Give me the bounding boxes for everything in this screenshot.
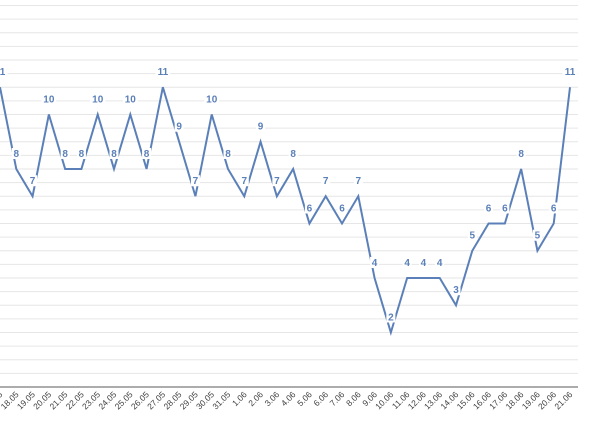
data-label-bg [304,202,314,214]
data-label-bg [122,93,138,105]
series-line [0,86,571,336]
x-tick-label: 7.06 [328,389,347,408]
data-label: 7 [323,176,329,187]
x-tick-label: 10.06 [373,389,395,411]
data-label: 10 [92,94,104,105]
data-label-bg [256,120,266,132]
data-label-bg [467,229,477,241]
data-label: 2 [388,312,394,323]
data-label: 7 [193,176,199,187]
x-tick-label: 4.06 [279,389,298,408]
data-label-bg [155,66,171,78]
data-label-bg [142,147,152,159]
data-label-bg [28,175,38,187]
data-label: 7 [356,176,362,187]
data-label-bg [353,175,363,187]
data-label-bg [370,256,380,268]
data-label-bg [386,311,396,323]
data-label: 8 [62,149,68,160]
x-tick-label: 8.06 [344,389,363,408]
data-label: 4 [404,258,410,269]
data-label-bg [402,256,412,268]
data-label-bg [549,202,559,214]
data-label-bg [60,147,70,159]
data-label-bg [321,175,331,187]
data-label-bg [41,93,57,105]
data-label-bg [204,93,220,105]
data-label-bg [288,147,298,159]
data-label: 7 [242,176,248,187]
data-label-bg [190,175,200,187]
data-label-bg [516,147,526,159]
data-label: 9 [258,122,264,133]
data-label-bg [435,256,445,268]
data-label: 11 [565,67,576,78]
data-label: 10 [43,94,55,105]
data-label: 3 [453,285,459,296]
data-label-bg [562,66,578,78]
x-tick-label: 6.06 [311,389,330,408]
x-tick-label: 3.06 [262,389,281,408]
x-tick-label: 5.06 [295,389,314,408]
data-label: 4 [421,258,427,269]
data-label-bg [239,175,249,187]
data-label-bg [418,256,428,268]
data-label: 8 [518,149,524,160]
data-label: 8 [79,149,85,160]
data-label: 7 [30,176,36,187]
data-label: 8 [144,149,150,160]
data-label: 8 [111,149,117,160]
data-label: 6 [502,203,508,214]
data-label: 4 [372,258,378,269]
data-label-bg [109,147,119,159]
data-label-bg [451,284,461,296]
data-label: 8 [14,149,20,160]
data-label-bg [76,147,86,159]
data-label: 5 [470,231,476,242]
data-label: 10 [125,94,137,105]
data-label: 6 [339,203,345,214]
data-label-bg [337,202,347,214]
x-tick-label: 2.06 [246,389,265,408]
data-label-bg [532,229,542,241]
data-label: 5 [535,231,541,242]
data-label: 7 [274,176,280,187]
data-label: 6 [486,203,492,214]
data-label-bg [223,147,233,159]
data-label-bg [174,120,184,132]
data-label: 11 [0,67,6,78]
data-label-bg [500,202,510,214]
x-tick-label: 1.06 [230,389,249,408]
data-label: 6 [307,203,313,214]
data-label-bg [11,147,21,159]
data-label: 6 [551,203,557,214]
data-label-bg [484,202,494,214]
data-label: 8 [290,149,296,160]
data-label: 11 [158,67,169,78]
data-label-bg [0,66,8,78]
data-label: 4 [437,258,443,269]
data-label: 9 [176,122,182,133]
data-label-bg [90,93,106,105]
data-label-bg [272,175,282,187]
data-label: 8 [225,149,231,160]
x-tick-label: 31.05 [210,389,232,411]
x-tick-label: 21.06 [552,389,574,411]
data-label: 10 [206,94,218,105]
